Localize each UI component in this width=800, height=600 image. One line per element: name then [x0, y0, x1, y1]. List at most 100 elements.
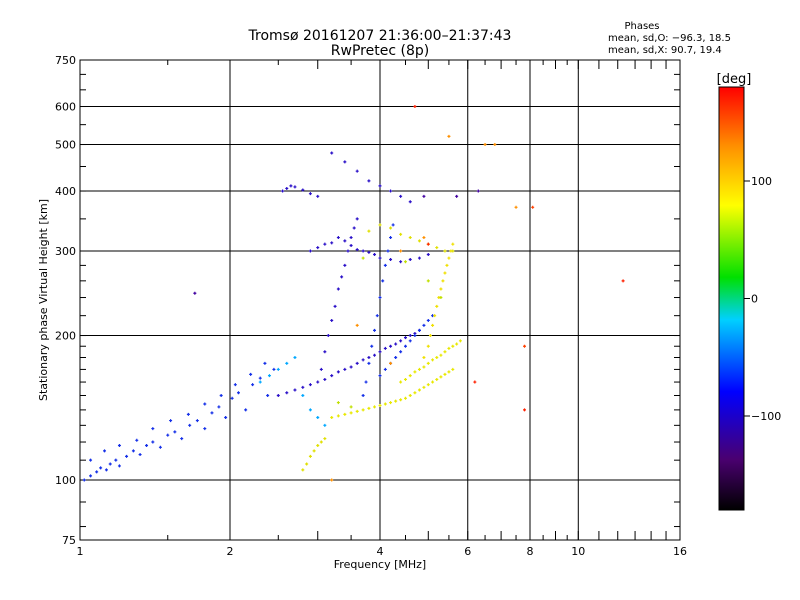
- data-point: [433, 314, 437, 318]
- data-point: [399, 194, 403, 198]
- data-point: [389, 189, 393, 193]
- data-point: [451, 249, 455, 253]
- data-point: [289, 184, 293, 188]
- data-point: [373, 353, 377, 357]
- data-point: [399, 398, 403, 402]
- data-point: [458, 339, 462, 343]
- phases-line-x: mean, sd,X: 90.7, 19.4: [608, 45, 722, 56]
- data-point: [383, 402, 387, 406]
- data-point: [426, 242, 430, 246]
- data-point: [305, 462, 309, 466]
- data-point: [281, 189, 285, 193]
- data-point: [493, 143, 497, 147]
- data-point: [285, 186, 289, 190]
- data-point: [330, 241, 334, 245]
- data-point: [125, 454, 129, 458]
- data-point: [343, 160, 347, 164]
- data-point: [417, 256, 421, 260]
- data-point: [272, 367, 276, 371]
- x-tick-label: 16: [673, 545, 687, 558]
- colorbar-ticks: 100 0 −100: [744, 175, 781, 423]
- data-point: [422, 365, 426, 369]
- data-point: [89, 458, 93, 462]
- data-point: [330, 478, 334, 482]
- data-point: [195, 419, 199, 423]
- data-point: [439, 296, 443, 300]
- data-point: [413, 391, 417, 395]
- data-point: [323, 377, 327, 381]
- data-point: [316, 415, 320, 419]
- x-tick-label: 10: [571, 545, 585, 558]
- data-point: [349, 244, 353, 248]
- data-point: [293, 355, 297, 359]
- data-point: [166, 433, 170, 437]
- data-point: [413, 334, 417, 338]
- data-point: [408, 236, 412, 240]
- y-tick-label: 200: [55, 330, 76, 343]
- data-point: [367, 179, 371, 183]
- data-point: [399, 260, 403, 264]
- data-point: [336, 236, 340, 240]
- data-point: [455, 194, 459, 198]
- data-point: [389, 226, 393, 230]
- data-point: [422, 194, 426, 198]
- data-point: [319, 367, 323, 371]
- data-point: [378, 403, 382, 407]
- data-point: [217, 405, 221, 409]
- data-point: [378, 223, 382, 227]
- colorbar-tick-label: 100: [751, 175, 772, 188]
- data-point: [391, 223, 395, 227]
- colorbar-tick-label: −100: [751, 410, 781, 423]
- data-point: [263, 361, 267, 365]
- y-axis-label: Stationary phase Virtual Height [km]: [37, 199, 50, 401]
- data-point: [399, 339, 403, 343]
- data-point: [95, 470, 99, 474]
- data-point: [441, 279, 445, 283]
- y-tick-label: 300: [55, 245, 76, 258]
- data-point: [445, 263, 449, 267]
- data-point: [316, 194, 320, 198]
- data-point: [258, 376, 262, 380]
- data-point: [336, 370, 340, 374]
- data-point: [394, 355, 398, 359]
- data-point: [399, 232, 403, 236]
- data-point: [343, 412, 347, 416]
- data-point: [244, 408, 248, 412]
- data-point: [151, 440, 155, 444]
- data-point: [180, 437, 184, 441]
- data-point: [352, 226, 356, 230]
- data-point: [378, 296, 382, 300]
- data-point: [451, 242, 455, 246]
- data-point: [131, 449, 135, 453]
- colorbar: [718, 86, 745, 511]
- data-point: [301, 188, 305, 192]
- data-point: [103, 449, 107, 453]
- chart-title: Tromsø 20161207 21:36:00–21:37:43: [248, 28, 512, 44]
- data-point: [258, 380, 262, 384]
- data-point: [361, 394, 365, 398]
- data-point: [186, 412, 190, 416]
- data-point: [364, 380, 368, 384]
- data-point: [108, 462, 112, 466]
- data-point: [439, 353, 443, 357]
- data-point: [308, 192, 312, 196]
- data-point: [151, 427, 155, 431]
- data-point: [435, 355, 439, 359]
- data-point: [426, 383, 430, 387]
- data-point: [426, 344, 430, 348]
- data-point: [389, 344, 393, 348]
- y-tick-label: 400: [55, 185, 76, 198]
- data-point: [435, 246, 439, 250]
- data-point: [355, 248, 359, 252]
- data-point: [173, 430, 177, 434]
- data-point: [316, 246, 320, 250]
- data-point: [408, 374, 412, 378]
- data-point: [203, 402, 207, 406]
- data-point: [386, 249, 390, 253]
- data-point: [293, 185, 297, 189]
- data-point: [117, 464, 121, 468]
- data-point: [346, 249, 350, 253]
- data-point: [355, 169, 359, 173]
- data-point: [443, 372, 447, 376]
